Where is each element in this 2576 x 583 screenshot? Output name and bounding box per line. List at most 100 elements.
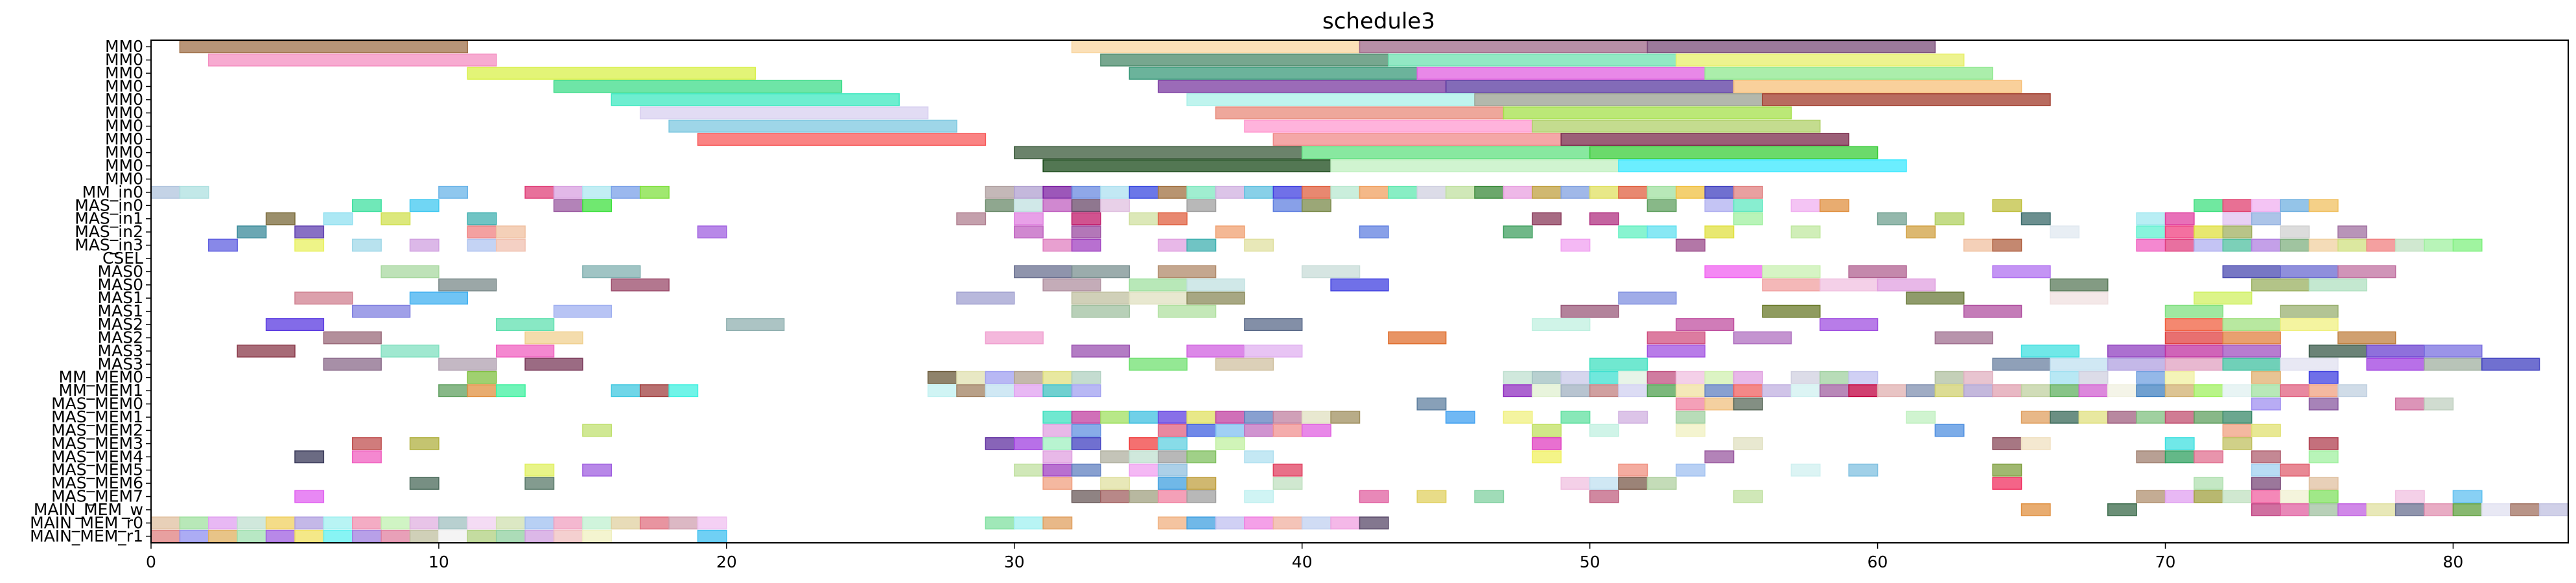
task-bar <box>1186 292 1245 305</box>
task-bar <box>1445 80 1735 93</box>
task-bar <box>323 516 353 530</box>
task-bar <box>381 344 439 358</box>
task-bar <box>1676 411 1705 424</box>
task-bar <box>1129 490 1159 503</box>
task-bar <box>495 384 526 398</box>
task-bar <box>1359 225 1389 239</box>
task-bar <box>2337 225 2368 239</box>
task-bar <box>2222 212 2253 225</box>
x-tick-label: 40 <box>1292 553 1313 571</box>
task-bar <box>1129 67 1418 80</box>
task-bar <box>956 212 987 225</box>
task-bar <box>1820 199 1849 212</box>
task-bar <box>352 450 382 464</box>
task-bar <box>1042 278 1101 292</box>
task-bar <box>1244 238 1274 252</box>
task-bar <box>1820 384 1849 398</box>
task-bar <box>2136 384 2166 398</box>
task-bar <box>1820 278 1879 292</box>
task-bar <box>294 529 325 543</box>
task-bar <box>1215 225 1245 239</box>
task-bar <box>1014 212 1044 225</box>
task-bar <box>2366 358 2425 371</box>
task-bar <box>1790 371 1821 384</box>
task-bar <box>1704 397 1735 411</box>
x-tick-label: 80 <box>2443 553 2464 571</box>
y-tick-label: MAS1 <box>98 288 143 307</box>
task-bar <box>1560 411 1591 424</box>
y-tick-label: MAS0 <box>98 275 143 294</box>
task-bar <box>2222 331 2281 345</box>
task-bar <box>524 477 555 490</box>
task-bar <box>1618 371 1648 384</box>
task-bar <box>2251 278 2310 292</box>
task-bar <box>179 529 209 543</box>
task-bar <box>467 238 497 252</box>
task-bar <box>2194 477 2224 490</box>
task-bar <box>2136 411 2166 424</box>
y-tick-label: MM0 <box>105 169 143 188</box>
task-bar <box>1474 490 1505 503</box>
task-bar <box>438 516 469 530</box>
task-bar <box>409 477 439 490</box>
task-bar <box>2050 225 2080 239</box>
task-bar <box>1100 450 1130 464</box>
task-bar <box>2222 238 2253 252</box>
task-bar <box>208 529 238 543</box>
task-bar <box>1215 358 1274 371</box>
y-tick-label: MAS_in1 <box>75 209 143 228</box>
task-bar <box>1359 516 1389 530</box>
y-tick-label: MM0 <box>105 76 143 95</box>
task-bar <box>1733 80 2022 93</box>
task-bar <box>294 225 325 239</box>
task-bar <box>1100 411 1130 424</box>
task-bar <box>1820 371 1849 384</box>
task-bar <box>2424 397 2454 411</box>
task-bar <box>1301 185 1331 199</box>
task-bar <box>2280 384 2310 398</box>
task-bar <box>582 185 613 199</box>
task-bar <box>1272 516 1303 530</box>
task-bar <box>2222 411 2253 424</box>
task-bar <box>1560 477 1591 490</box>
task-bar <box>2078 384 2109 398</box>
task-bar <box>409 238 439 252</box>
task-bar <box>1560 238 1591 252</box>
task-bar <box>611 93 900 106</box>
task-bar <box>438 529 469 543</box>
task-bar <box>2452 503 2483 516</box>
task-bar <box>2050 384 2080 398</box>
task-bar <box>1100 53 1389 67</box>
task-bar <box>2251 477 2281 490</box>
task-bar <box>1934 424 1965 437</box>
task-bar <box>1503 106 1792 120</box>
task-bar <box>1704 225 1735 239</box>
task-bar <box>1503 411 1533 424</box>
task-bar <box>2107 344 2166 358</box>
task-bar <box>668 119 957 133</box>
task-bar <box>1186 490 1217 503</box>
task-bar <box>1186 185 1217 199</box>
task-bar <box>409 199 439 212</box>
task-bar <box>1244 119 1533 133</box>
task-bars <box>150 40 2569 543</box>
y-tick-label: MM0 <box>105 156 143 175</box>
task-bar <box>2280 265 2339 279</box>
task-bar <box>668 516 699 530</box>
task-bar <box>1071 411 1101 424</box>
task-bar <box>1014 384 1044 398</box>
task-bar <box>1014 146 1303 159</box>
task-bar <box>2280 503 2310 516</box>
task-bar <box>2164 344 2224 358</box>
y-tick-label: MM0 <box>105 117 143 135</box>
task-bar <box>1158 304 1217 318</box>
task-bar <box>1790 463 1821 477</box>
task-bar <box>2020 384 2051 398</box>
task-bar <box>1071 199 1101 212</box>
task-bar <box>1560 185 1591 199</box>
task-bar <box>2078 371 2109 384</box>
task-bar <box>2280 304 2339 318</box>
task-bar <box>237 225 267 239</box>
task-bar <box>1733 490 1763 503</box>
task-bar <box>1158 437 1188 450</box>
